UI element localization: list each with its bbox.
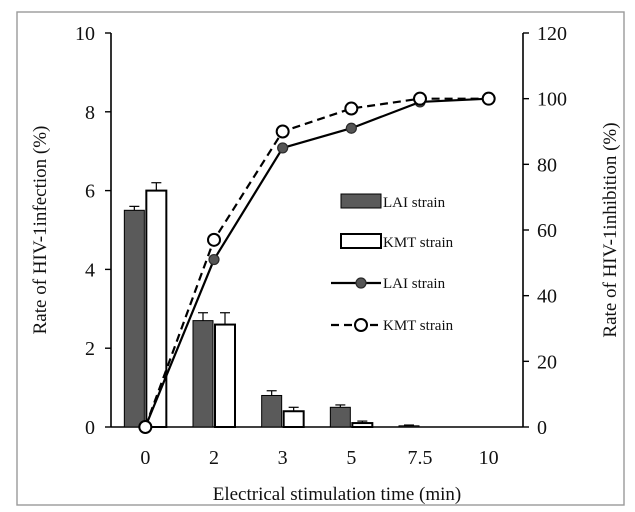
y-right-tick-label: 20 — [537, 351, 557, 373]
line-lai-strain-solid — [144, 97, 489, 428]
point-kmt-strain-dashed — [344, 101, 359, 116]
x-axis-title: Electrical stimulation time (min) — [213, 484, 462, 505]
x-tick-label: 7.5 — [408, 447, 433, 469]
legend-label: KMT strain — [383, 318, 454, 334]
bar-kmt-strain — [351, 422, 374, 428]
y-left-tick-label: 6 — [85, 181, 95, 203]
legend-marker — [354, 318, 368, 332]
legend-swatch-bar — [340, 233, 382, 249]
y-axis-left-title: Rate of HIV-1infection (%) — [30, 126, 51, 335]
bar-kmt-strain — [145, 189, 168, 428]
legend-swatch-bar — [340, 193, 382, 209]
point-kmt-strain-dashed — [275, 124, 290, 139]
point-kmt-strain-dashed — [481, 91, 496, 106]
y-right-tick-label: 0 — [537, 417, 547, 439]
point-lai-strain-solid — [208, 253, 220, 266]
y-right-tick-label: 120 — [537, 23, 567, 45]
point-lai-strain-solid — [277, 142, 289, 154]
y-right-tick-label: 40 — [537, 286, 557, 308]
x-tick-label: 10 — [479, 447, 499, 469]
bar-lai-strain — [123, 209, 145, 428]
point-kmt-strain-dashed — [207, 232, 221, 247]
y-right-tick-label: 80 — [537, 154, 557, 176]
y-left-tick-label: 0 — [85, 417, 95, 439]
bar-lai-strain — [192, 320, 214, 428]
y-axis-right-title: Rate of HIV-1inhibition (%) — [600, 122, 621, 337]
legend-label: KMT strain — [383, 235, 454, 251]
y-left-tick-label: 2 — [85, 338, 95, 360]
y-left-tick-label: 10 — [75, 23, 95, 45]
point-kmt-strain-dashed — [138, 420, 153, 434]
chart-outer-frame — [16, 11, 625, 506]
x-tick-label: 2 — [209, 447, 219, 469]
legend-label: LAI strain — [383, 195, 446, 211]
x-tick-label: 0 — [140, 447, 150, 469]
point-kmt-strain-dashed — [413, 91, 427, 106]
y-right-tick-label: 60 — [537, 220, 557, 242]
bar-lai-strain — [329, 406, 351, 428]
bar-kmt-strain — [214, 323, 236, 428]
y-left-tick-label: 4 — [85, 259, 95, 281]
x-tick-label: 3 — [278, 447, 288, 469]
legend-label: LAI strain — [383, 276, 446, 292]
bar-lai-strain — [398, 425, 420, 428]
point-lai-strain-solid — [345, 122, 357, 134]
y-left-tick-label: 8 — [85, 102, 95, 124]
bar-lai-strain — [261, 394, 283, 428]
y-right-tick-label: 100 — [537, 89, 567, 111]
x-tick-label: 5 — [346, 447, 356, 469]
legend-marker — [355, 277, 367, 289]
bar-kmt-strain — [282, 410, 305, 428]
